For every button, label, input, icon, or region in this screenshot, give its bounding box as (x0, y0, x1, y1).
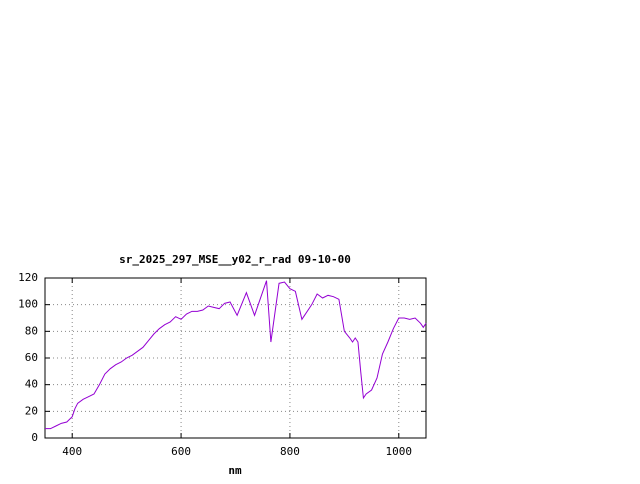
y-tick-label: 100 (18, 298, 38, 311)
x-tick-label: 600 (171, 445, 191, 458)
x-tick-label: 1000 (386, 445, 413, 458)
x-tick-label: 400 (62, 445, 82, 458)
y-tick-label: 20 (25, 404, 38, 417)
x-tick-label: 800 (280, 445, 300, 458)
y-tick-label: 120 (18, 271, 38, 284)
y-tick-label: 0 (31, 431, 38, 444)
plot-frame (44, 277, 427, 439)
data-line (45, 280, 427, 430)
y-tick-label: 60 (25, 351, 38, 364)
chart-title: sr_2025_297_MSE__y02_r_rad 09-10-00 (119, 253, 351, 266)
x-axis-label: nm (228, 464, 242, 477)
y-tick-label: 80 (25, 324, 38, 337)
y-tick-label: 40 (25, 378, 38, 391)
